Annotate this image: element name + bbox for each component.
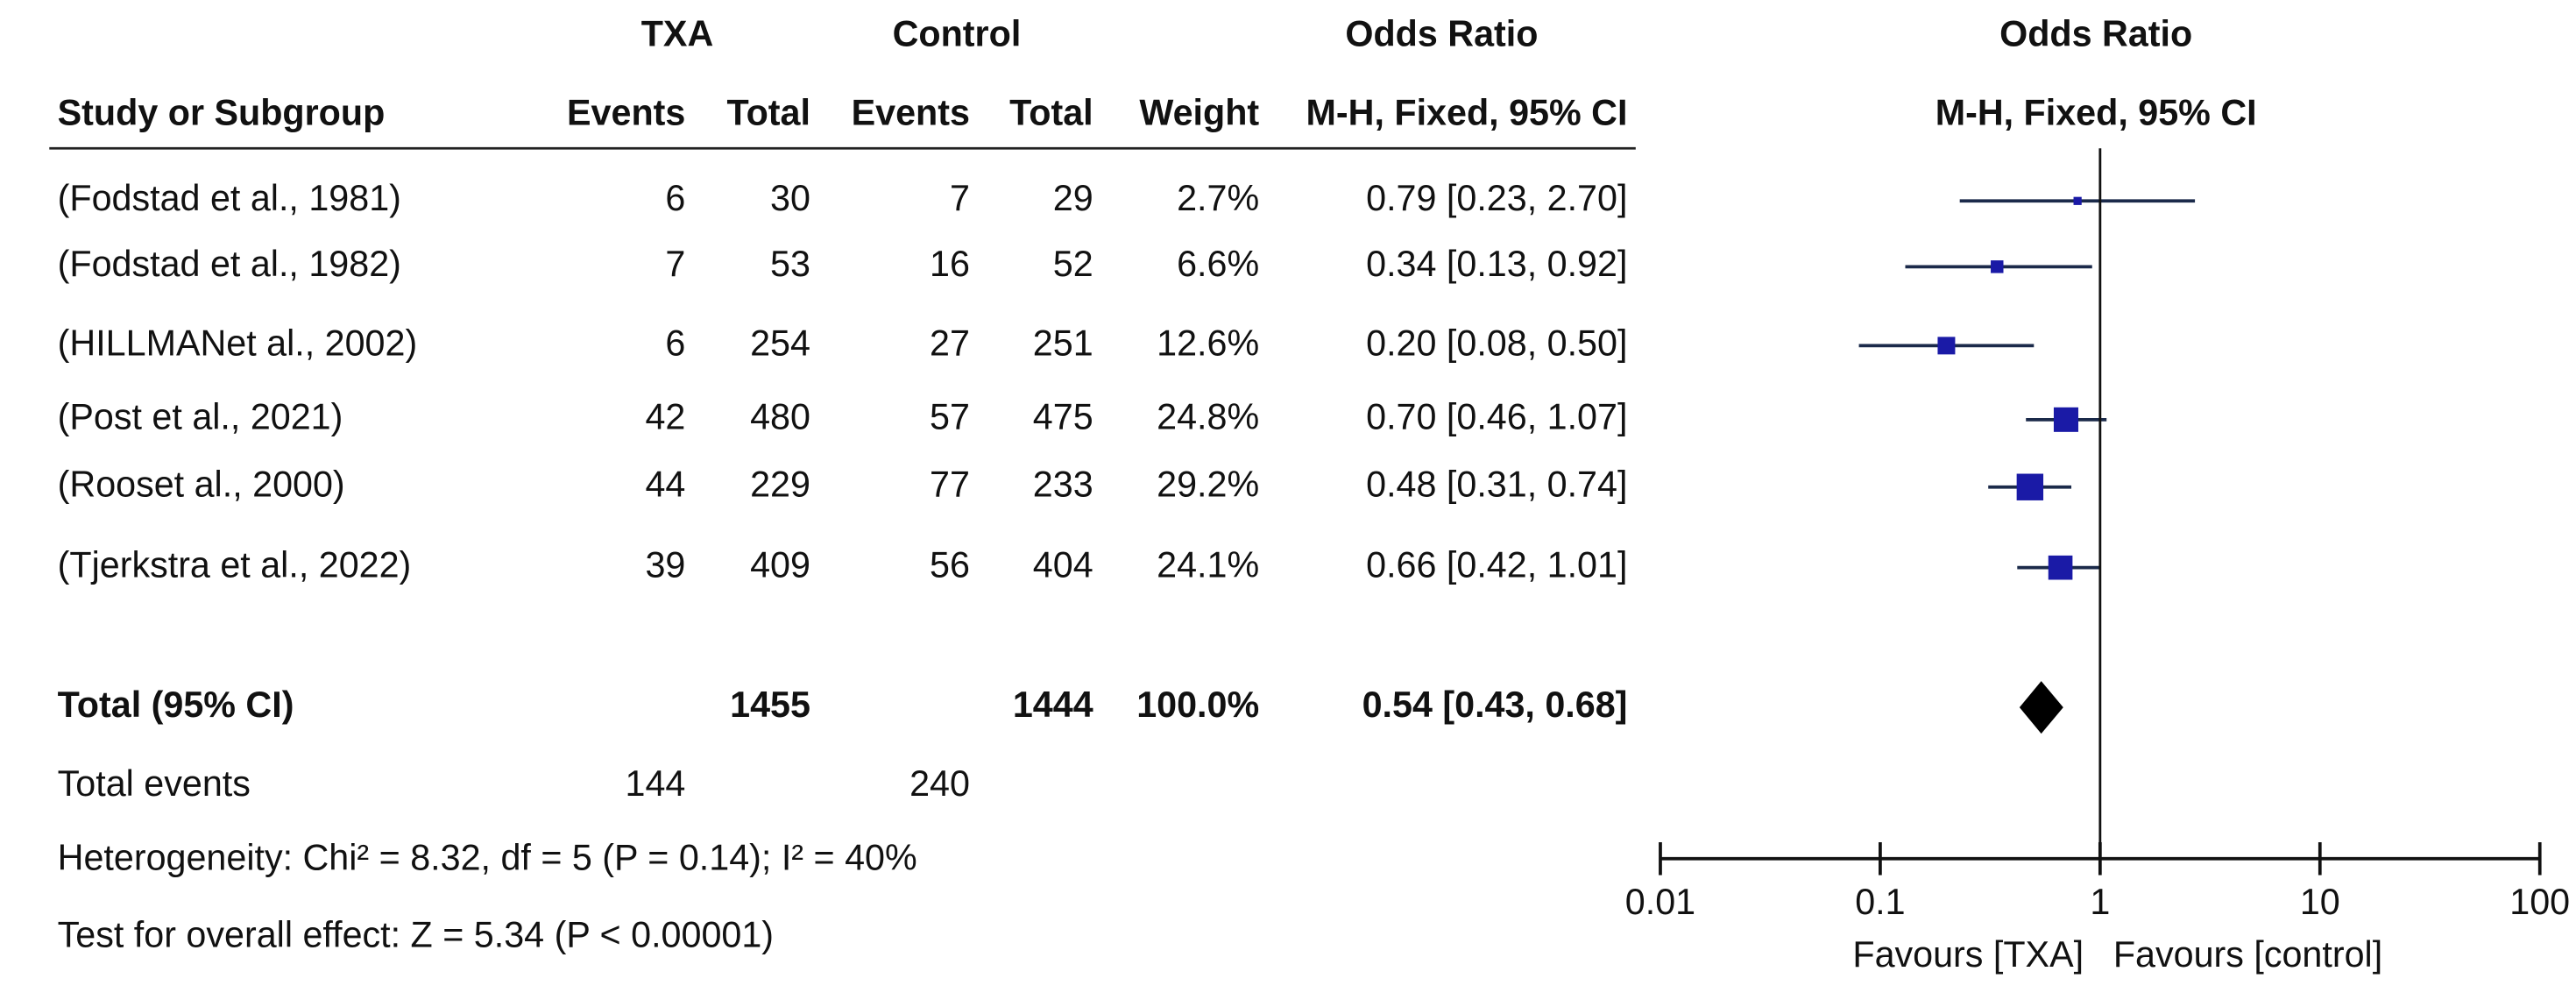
total-cell: 1444 (1013, 684, 1093, 725)
cell: 0.79 [0.23, 2.70] (1366, 178, 1627, 218)
x-tick-label: 0.01 (1625, 882, 1695, 922)
column-header: M-H, Fixed, 95% CI (1936, 93, 2257, 133)
column-header: Events (567, 93, 685, 133)
cell: 404 (1033, 545, 1093, 585)
column-header: Total (726, 93, 810, 133)
events-label: Total events (58, 763, 251, 804)
footnote: Test for overall effect: Z = 5.34 (P < 0… (58, 915, 774, 955)
cell: 6.6% (1177, 244, 1259, 284)
total-cell: 100.0% (1136, 684, 1259, 725)
cell: 233 (1033, 464, 1093, 505)
effect-header: Odds Ratio (1999, 14, 2192, 54)
cell: 57 (930, 397, 970, 437)
x-label: Favours [control] (2113, 934, 2382, 975)
column-header: Total (1009, 93, 1093, 133)
cell: 16 (930, 244, 970, 284)
column-header: M-H, Fixed, 95% CI (1306, 93, 1628, 133)
cell: 30 (770, 178, 810, 218)
events-cell: 144 (626, 763, 686, 804)
cell: 229 (750, 464, 810, 505)
column-header: Study or Subgroup (58, 93, 386, 133)
effect-box (2016, 473, 2044, 500)
cell: 12.6% (1157, 323, 1259, 363)
column-header: Events (852, 93, 970, 133)
x-tick-label: 1 (2090, 882, 2110, 922)
effect-box (2073, 196, 2082, 205)
cell: 24.1% (1157, 545, 1259, 585)
cell: 480 (750, 397, 810, 437)
cell: 39 (645, 545, 685, 585)
cell: 7 (950, 178, 970, 218)
effect-box (1991, 260, 2004, 273)
study-name: (Post et al., 2021) (58, 397, 343, 437)
group-header: TXA (641, 14, 714, 54)
study-name: (Tjerkstra et al., 2022) (58, 545, 412, 585)
x-tick-label: 10 (2300, 882, 2340, 922)
events-cell: 240 (909, 763, 970, 804)
cell: 2.7% (1177, 178, 1259, 218)
cell: 0.20 [0.08, 0.50] (1366, 323, 1627, 363)
cell: 6 (665, 178, 685, 218)
group-header: Control (893, 14, 1022, 54)
cell: 0.70 [0.46, 1.07] (1366, 397, 1627, 437)
study-name: (Fodstad et al., 1982) (58, 244, 401, 284)
cell: 409 (750, 545, 810, 585)
total-diamond (2019, 681, 2063, 734)
effect-box (2048, 555, 2073, 580)
x-tick-label: 0.1 (1855, 882, 1905, 922)
effect-box (2053, 407, 2078, 432)
footnote: Heterogeneity: Chi² = 8.32, df = 5 (P = … (58, 838, 917, 878)
cell: 251 (1033, 323, 1093, 363)
x-label: Favours [TXA] (1852, 934, 2084, 975)
cell: 77 (930, 464, 970, 505)
cell: 0.66 [0.42, 1.01] (1366, 545, 1627, 585)
column-header: Weight (1139, 93, 1259, 133)
cell: 52 (1053, 244, 1093, 284)
total-cell: 0.54 [0.43, 0.68] (1362, 684, 1628, 725)
cell: 6 (665, 323, 685, 363)
cell: 7 (665, 244, 685, 284)
cell: 475 (1033, 397, 1093, 437)
study-name: (Rooset al., 2000) (58, 464, 345, 505)
total-label: Total (95% CI) (58, 684, 294, 725)
cell: 254 (750, 323, 810, 363)
cell: 29 (1053, 178, 1093, 218)
cell: 0.48 [0.31, 0.74] (1366, 464, 1627, 505)
study-name: (HILLMANet al., 2002) (58, 323, 418, 363)
cell: 29.2% (1157, 464, 1259, 505)
effect-header: Odds Ratio (1345, 14, 1538, 54)
cell: 0.34 [0.13, 0.92] (1366, 244, 1627, 284)
cell: 42 (645, 397, 685, 437)
effect-box (1937, 337, 1956, 355)
cell: 56 (930, 545, 970, 585)
total-cell: 1455 (730, 684, 810, 725)
cell: 24.8% (1157, 397, 1259, 437)
cell: 27 (930, 323, 970, 363)
study-name: (Fodstad et al., 1981) (58, 178, 401, 218)
x-tick-label: 100 (2509, 882, 2570, 922)
cell: 53 (770, 244, 810, 284)
cell: 44 (645, 464, 685, 505)
